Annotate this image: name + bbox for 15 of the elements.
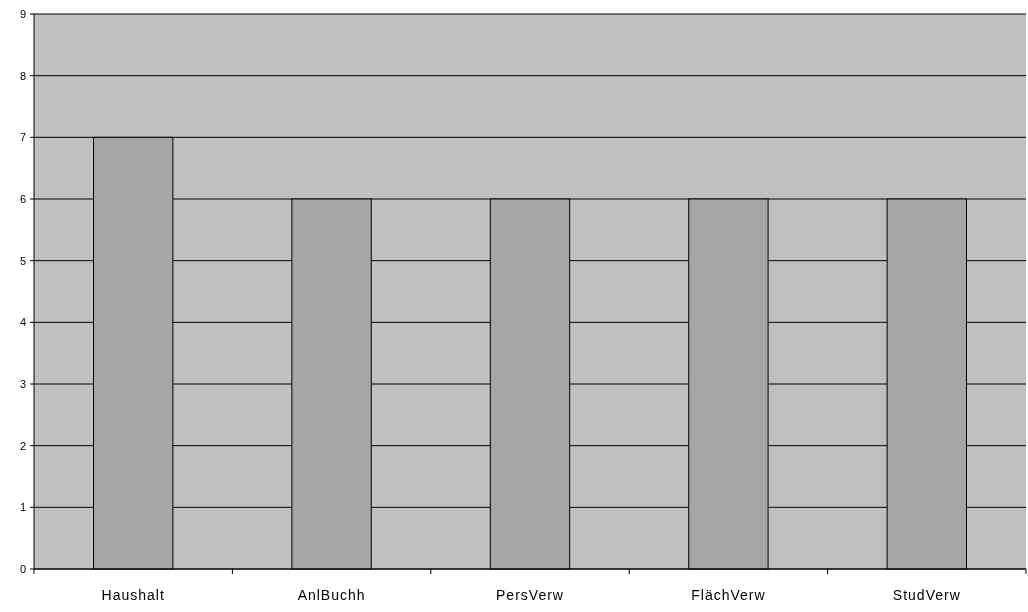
x-tick-label: FlächVerw xyxy=(691,587,766,603)
y-tick-label: 8 xyxy=(19,69,26,82)
y-tick-label: 3 xyxy=(19,377,26,390)
y-tick-label: 6 xyxy=(19,192,26,205)
y-tick-label: 1 xyxy=(19,501,26,514)
x-tick-label: PersVerw xyxy=(496,587,564,603)
x-tick-label: AnlBuchh xyxy=(297,587,366,603)
y-tick-label: 2 xyxy=(19,439,26,452)
y-tick-label: 5 xyxy=(19,254,26,267)
y-tick-label: 4 xyxy=(19,316,26,329)
y-tick-label: 0 xyxy=(19,562,26,575)
y-tick-label: 7 xyxy=(19,131,26,144)
x-tick-label: StudVerw xyxy=(892,587,961,603)
y-tick-label: 9 xyxy=(19,7,26,20)
x-tick-label: Haushalt xyxy=(101,587,165,603)
